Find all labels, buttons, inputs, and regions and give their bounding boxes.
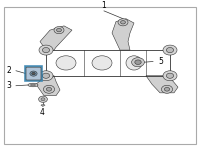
Circle shape	[166, 47, 174, 53]
Text: 3: 3	[6, 81, 11, 90]
Circle shape	[54, 27, 64, 34]
Circle shape	[118, 19, 128, 26]
Circle shape	[135, 60, 141, 65]
Circle shape	[39, 45, 53, 55]
Ellipse shape	[41, 105, 45, 106]
Circle shape	[163, 45, 177, 55]
Circle shape	[161, 85, 173, 93]
Circle shape	[42, 73, 50, 78]
Polygon shape	[112, 19, 134, 50]
Circle shape	[43, 85, 55, 93]
Ellipse shape	[92, 56, 112, 70]
Circle shape	[39, 71, 53, 81]
Circle shape	[166, 73, 174, 78]
FancyBboxPatch shape	[26, 67, 41, 80]
Ellipse shape	[56, 56, 76, 70]
Text: 1: 1	[102, 1, 106, 10]
Circle shape	[164, 87, 170, 91]
Ellipse shape	[126, 56, 142, 70]
FancyBboxPatch shape	[25, 66, 42, 81]
Circle shape	[41, 98, 45, 101]
Text: 4: 4	[40, 108, 44, 117]
Ellipse shape	[30, 84, 36, 86]
Circle shape	[46, 87, 52, 91]
Circle shape	[30, 71, 37, 76]
Circle shape	[42, 47, 50, 53]
Circle shape	[32, 72, 35, 75]
Circle shape	[132, 58, 144, 67]
Ellipse shape	[28, 83, 38, 87]
Polygon shape	[146, 76, 178, 93]
Text: 2: 2	[6, 66, 11, 75]
Polygon shape	[36, 76, 60, 96]
Text: 5: 5	[158, 57, 163, 66]
Circle shape	[121, 21, 125, 24]
Polygon shape	[40, 26, 72, 50]
Circle shape	[57, 28, 61, 32]
Circle shape	[39, 96, 47, 102]
Circle shape	[163, 71, 177, 81]
